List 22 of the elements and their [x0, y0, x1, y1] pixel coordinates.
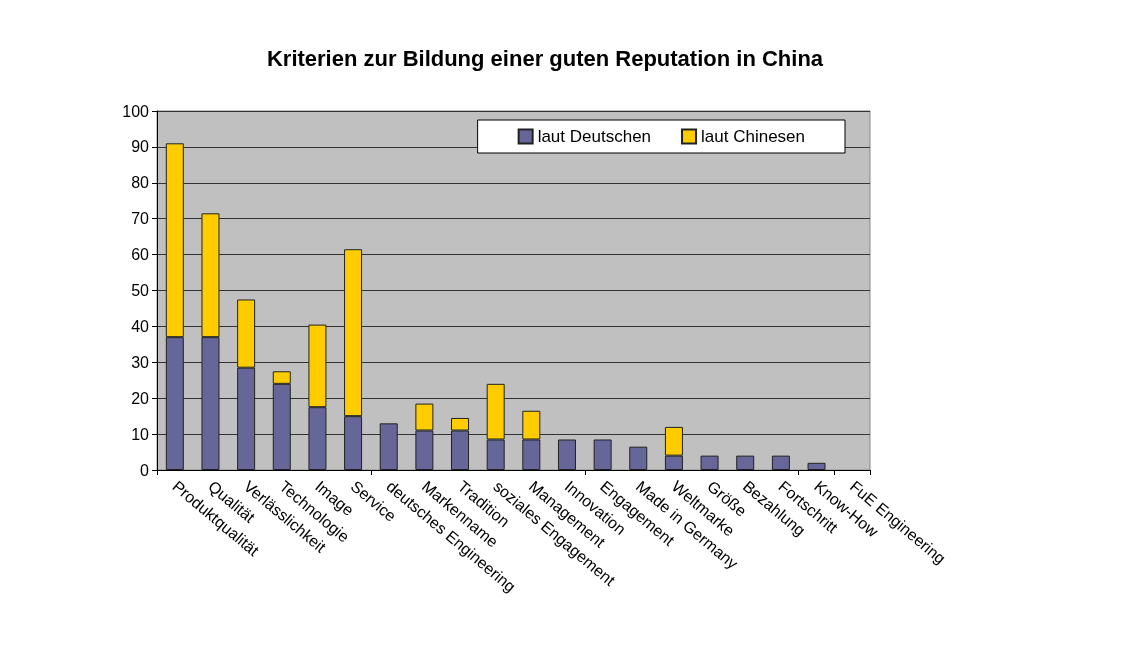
- y-tick-label: 70: [131, 210, 150, 228]
- bar: [736, 455, 755, 470]
- y-tick-label: 80: [131, 174, 150, 192]
- bar: [700, 455, 719, 470]
- y-tick-label: 30: [131, 353, 150, 371]
- chart-title: Kriterien zur Bildung einer guten Reputation in China: [266, 45, 824, 71]
- y-tick-label: 10: [131, 425, 150, 443]
- bar: [629, 446, 648, 470]
- legend-label: laut Deutschen: [537, 127, 652, 146]
- y-tick-label: 60: [131, 246, 150, 264]
- bar: [379, 423, 398, 470]
- y-tick-label: 20: [131, 389, 150, 407]
- bar: [807, 462, 826, 470]
- y-tick-label: 0: [140, 461, 150, 479]
- legend-label: laut Chinesen: [701, 127, 806, 146]
- y-tick-label: 100: [122, 102, 150, 120]
- y-tick-label: 40: [131, 317, 150, 335]
- bar: [593, 439, 612, 470]
- y-tick-label: 90: [131, 138, 150, 156]
- y-tick-label: 50: [131, 282, 150, 299]
- bar: [771, 455, 790, 470]
- bar: [557, 439, 576, 470]
